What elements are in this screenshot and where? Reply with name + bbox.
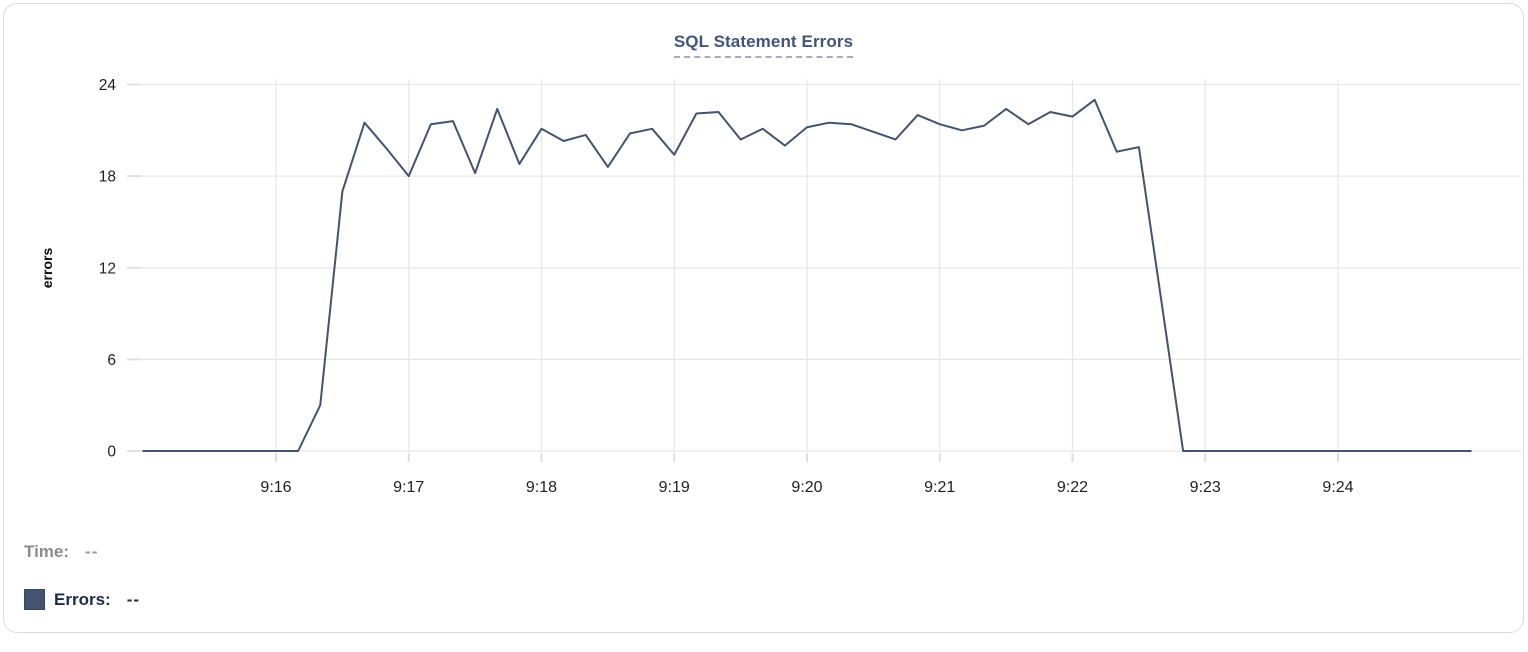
x-tick-label: 9:17 — [393, 479, 424, 496]
tooltip-time-row: Time: -- — [24, 542, 98, 562]
y-tick-label: 12 — [99, 260, 116, 277]
tooltip-time-label: Time: — [24, 542, 70, 561]
x-tick-label: 9:20 — [791, 479, 822, 496]
x-tick-label: 9:22 — [1057, 479, 1088, 496]
legend-errors-value: -- — [126, 589, 141, 609]
x-tick-label: 9:24 — [1322, 479, 1353, 496]
x-tick-label: 9:23 — [1190, 479, 1221, 496]
x-tick-label: 9:16 — [260, 479, 291, 496]
y-tick-label: 18 — [99, 169, 116, 186]
chart-header: SQL Statement Errors — [4, 32, 1523, 58]
errors-series-line — [142, 98, 1472, 452]
chart-card: SQL Statement Errors errors 0 6 12 18 24 9:16… — [3, 3, 1524, 633]
x-tick-label: 9:21 — [924, 479, 955, 496]
x-tick-label: 9:18 — [526, 479, 557, 496]
y-tick-label: 24 — [99, 77, 117, 94]
y-tick-label: 6 — [107, 352, 116, 369]
y-tick-label: 0 — [107, 444, 116, 461]
x-tick-label: 9:19 — [659, 479, 690, 496]
line-chart-plot-area[interactable]: 0 6 12 18 24 9:16 9:17 9:18 9:19 9:20 9:21 9:22 9:23… — [4, 56, 1525, 516]
errors-series-swatch — [24, 589, 45, 610]
tooltip-time-value: -- — [85, 542, 99, 561]
legend-errors-label: Errors: — [54, 589, 111, 609]
chart-title[interactable]: SQL Statement Errors — [673, 32, 854, 58]
legend-errors-row: Errors: -- — [24, 589, 140, 610]
